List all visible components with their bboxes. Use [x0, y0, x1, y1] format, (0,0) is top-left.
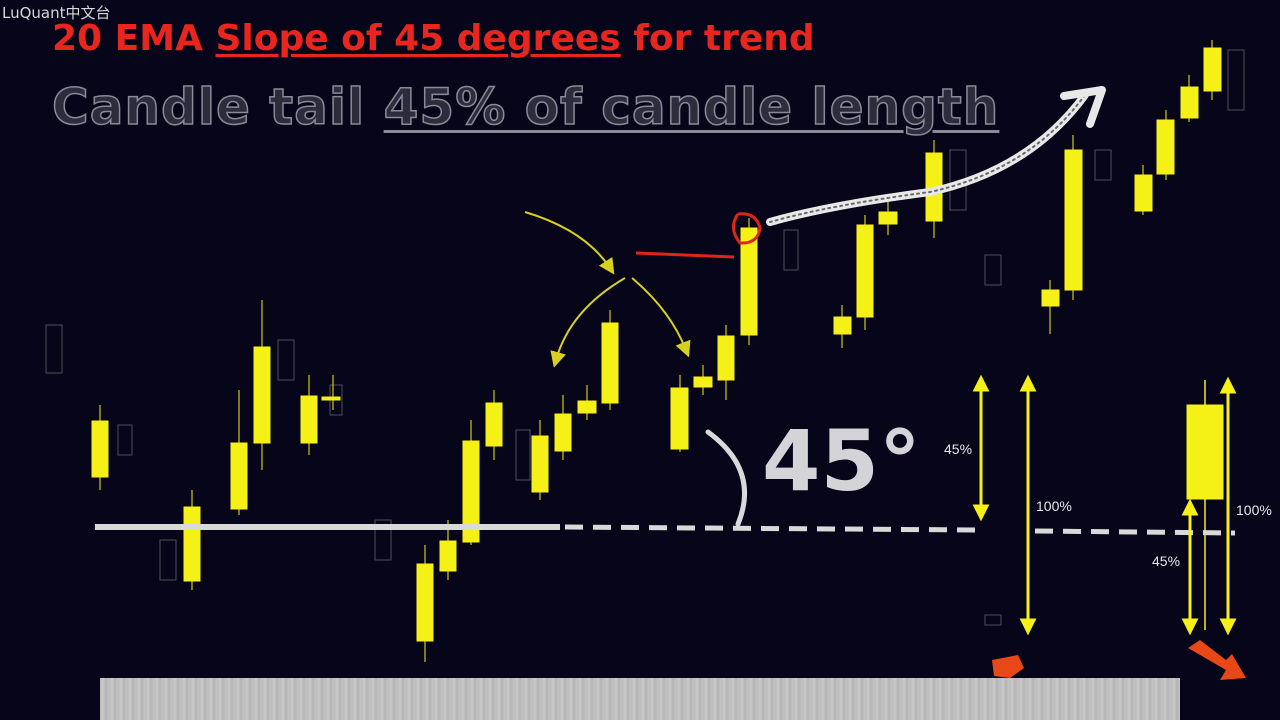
candle [300, 375, 318, 455]
title-line-2-part1: Candle tail [51, 77, 384, 137]
angle-label: 45° [762, 412, 921, 510]
candle [1156, 110, 1175, 180]
candle [485, 390, 503, 460]
candle [693, 365, 713, 395]
highlight-circle-icon [732, 212, 762, 245]
candle [554, 395, 572, 460]
angle-arc [705, 429, 747, 527]
label-45-right: 45% [1152, 553, 1181, 569]
red-annotations [635, 212, 762, 259]
candle [878, 200, 898, 235]
example-candle [1186, 380, 1224, 630]
ema-line [95, 524, 1236, 536]
label-100-left: 100% [1036, 498, 1072, 514]
candle [1180, 75, 1199, 122]
trend-arrow-icon [766, 86, 1106, 226]
candle [833, 305, 852, 348]
title-line-1-underlined: Slope of 45 degrees [215, 18, 621, 59]
title-line-1-part1: 20 EMA [52, 18, 216, 59]
label-45-left: 45% [944, 441, 973, 457]
title-line-2-underlined: 45% of candle length [383, 77, 1000, 137]
title-line-2: Candle tail 45% of candle length [51, 77, 1000, 137]
title-line-1-part3: for trend [620, 18, 815, 59]
candle [577, 385, 597, 420]
subtitle-redaction-bar [100, 678, 1180, 720]
candle [321, 375, 341, 410]
candle [531, 420, 549, 500]
measure-arrows-left [972, 374, 1037, 636]
measure-arrows-right [1181, 376, 1237, 636]
candle [1064, 135, 1083, 300]
channel-watermark: LuQuant中文台 [2, 4, 111, 22]
candle [183, 490, 201, 590]
candle [253, 300, 271, 470]
candle [601, 310, 619, 410]
candle [91, 405, 109, 490]
title-line-1: 20 EMA Slope of 45 degrees for trend [52, 18, 815, 59]
candle [1041, 280, 1060, 334]
candle [1203, 40, 1222, 100]
candle [740, 218, 758, 345]
pointer-arrows [524, 211, 691, 368]
candle [856, 215, 874, 330]
candle [670, 375, 689, 452]
candle [230, 390, 248, 515]
orange-arrows-icon [992, 640, 1246, 680]
candle [1134, 165, 1153, 215]
faint-background-candles [45, 49, 1245, 626]
candle [416, 545, 434, 662]
label-100-right: 100% [1236, 502, 1272, 518]
candle [717, 325, 735, 400]
